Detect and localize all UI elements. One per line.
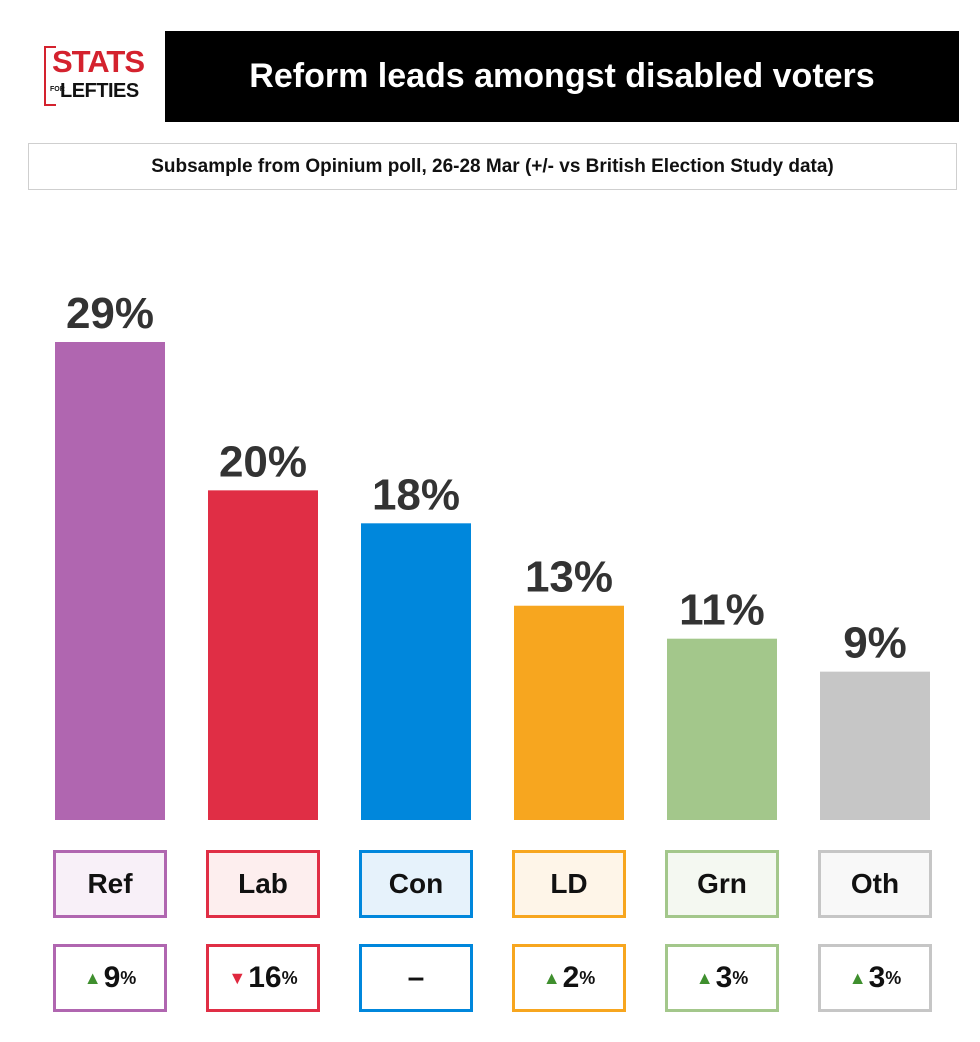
- change-value: 3: [868, 961, 886, 994]
- change-box-lab: ▼ 16%: [206, 944, 320, 1012]
- bar-ld: [514, 605, 624, 820]
- bar-ref: [55, 342, 165, 820]
- change-value: 9: [103, 961, 121, 994]
- party-label-oth: Oth: [818, 850, 932, 918]
- bar-con: [361, 523, 471, 820]
- party-label-grn: Grn: [665, 850, 779, 918]
- logo-for-text: FOR: [50, 86, 65, 93]
- value-label-con: 18%: [372, 470, 460, 519]
- change-box-oth: ▲ 3%: [818, 944, 932, 1012]
- logo-bottom-text: LEFTIES: [60, 80, 139, 102]
- bar-grn: [667, 638, 777, 820]
- change-unit: %: [885, 967, 902, 988]
- value-label-grn: 11%: [679, 586, 765, 635]
- party-label-con: Con: [359, 850, 473, 918]
- value-label-oth: 9%: [843, 619, 907, 668]
- chart-subtitle: Subsample from Opinium poll, 26-28 Mar (…: [28, 143, 957, 190]
- logo-top-text: STATS: [52, 44, 145, 79]
- change-unit: %: [732, 967, 749, 988]
- change-value: 3: [715, 961, 733, 994]
- change-unit: %: [281, 967, 298, 988]
- change-box-ld: ▲ 2%: [512, 944, 626, 1012]
- value-label-lab: 20%: [219, 437, 307, 486]
- party-label-ld: LD: [512, 850, 626, 918]
- value-label-ref: 29%: [66, 289, 154, 338]
- change-value: 16: [248, 961, 282, 994]
- change-value: –: [407, 961, 425, 994]
- chart-title: Reform leads amongst disabled voters: [165, 31, 959, 122]
- up-arrow-icon: ▲: [542, 967, 561, 988]
- down-arrow-icon: ▼: [228, 967, 247, 988]
- logo-bracket: [44, 46, 56, 106]
- up-arrow-icon: ▲: [83, 967, 102, 988]
- bar-lab: [208, 490, 318, 820]
- party-label-ref: Ref: [53, 850, 167, 918]
- party-label-lab: Lab: [206, 850, 320, 918]
- up-arrow-icon: ▲: [695, 967, 714, 988]
- bar-chart: 29% 20% 18% 13% 11% 9%: [55, 289, 930, 820]
- up-arrow-icon: ▲: [848, 967, 867, 988]
- value-label-ld: 13%: [525, 553, 613, 602]
- change-unit: %: [579, 967, 596, 988]
- change-box-grn: ▲ 3%: [665, 944, 779, 1012]
- change-unit: %: [120, 967, 137, 988]
- change-box-con: –: [359, 944, 473, 1012]
- bar-oth: [820, 671, 930, 820]
- stats-for-lefties-logo: STATS FOR LEFTIES: [44, 44, 145, 110]
- change-value: 2: [562, 961, 580, 994]
- change-box-ref: ▲ 9%: [53, 944, 167, 1012]
